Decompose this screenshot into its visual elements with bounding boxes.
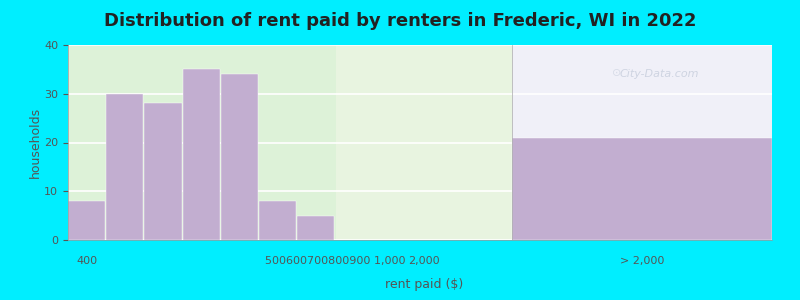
Text: > 2,000: > 2,000: [619, 256, 664, 266]
Text: 2,000: 2,000: [408, 256, 439, 266]
Bar: [221, 74, 258, 240]
Bar: [511, 45, 772, 240]
Y-axis label: households: households: [28, 107, 42, 178]
Text: 500600700800900 1,000: 500600700800900 1,000: [266, 256, 406, 266]
Text: Distribution of rent paid by renters in Frederic, WI in 2022: Distribution of rent paid by renters in …: [104, 12, 696, 30]
Bar: [182, 69, 220, 240]
Text: City-Data.com: City-Data.com: [620, 69, 699, 79]
Bar: [259, 201, 296, 240]
Bar: [68, 201, 105, 240]
Bar: [335, 45, 511, 240]
Text: ⊙: ⊙: [613, 68, 622, 78]
Text: rent paid ($): rent paid ($): [385, 278, 463, 291]
Bar: [145, 103, 182, 240]
Text: 400: 400: [77, 256, 98, 266]
Bar: [511, 138, 772, 240]
Bar: [68, 45, 335, 240]
Bar: [106, 94, 143, 240]
Bar: [298, 216, 334, 240]
